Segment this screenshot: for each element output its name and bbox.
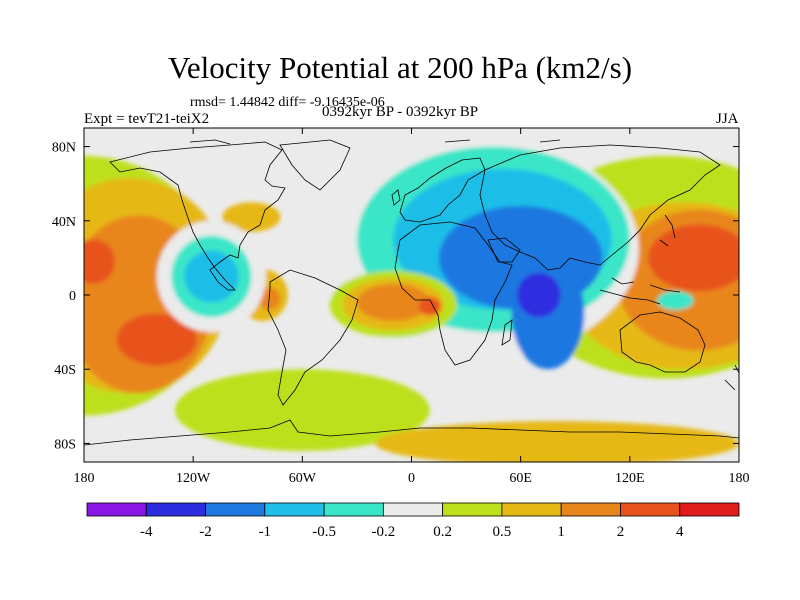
coastline-arctic-islands [189, 139, 561, 145]
contour-region-26 [174, 369, 430, 451]
colorbar-label: -4 [140, 524, 153, 540]
plot-title: Velocity Potential at 200 hPa (km2/s) [167, 50, 633, 85]
coastlines [84, 139, 739, 446]
coastline-greenland [279, 139, 351, 191]
colorbar-swatch [620, 502, 681, 517]
coastline-north-america [109, 141, 286, 291]
colorbar-swatch [382, 502, 444, 517]
colorbar-swatch [323, 502, 384, 517]
coastline-uk [391, 189, 401, 206]
contour-region-7 [84, 239, 115, 284]
colorbar-label: 0.5 [493, 524, 512, 540]
colorbar-label: -0.5 [312, 524, 336, 540]
contour-region-3 [648, 224, 739, 292]
colorbar-label: 0.2 [433, 524, 452, 540]
contour-region-8 [116, 313, 197, 366]
coastline-asia [479, 144, 721, 271]
coastline-south-america [267, 269, 359, 406]
coastline-australia [619, 311, 706, 373]
coastline-africa [394, 221, 513, 366]
x-tick-label: 0 [408, 471, 415, 486]
x-tick-label: 60E [509, 471, 532, 486]
x-tick-label: 180 [729, 471, 750, 486]
y-tick-label: 80N [52, 141, 76, 156]
y-tick-label: 80S [54, 437, 76, 452]
rmsd-diff-stats: rmsd= 1.44842 diff= -9.16435e-06 [190, 95, 385, 110]
colorbar-swatch [501, 502, 562, 517]
period-label: 0392kyr BP - 0392kyr BP [322, 104, 479, 120]
x-tick-label: 120W [176, 471, 211, 486]
colorbar-label: -2 [199, 524, 212, 540]
coastline-madagascar [501, 319, 513, 346]
coastline-japan [659, 214, 676, 247]
colorbar-label: 1 [557, 524, 565, 540]
contour-region-25 [657, 291, 694, 310]
season-label: JJA [716, 111, 739, 127]
colorbar-label: -1 [259, 524, 272, 540]
contour-field [84, 128, 739, 462]
colorbar-swatch [145, 502, 206, 517]
coastline-antarctica [84, 419, 739, 446]
colorbar-swatch [560, 502, 621, 517]
y-axis: 80N 40N 0 40S 80S [52, 141, 739, 452]
contour-region-27 [375, 421, 739, 462]
coastline-arabia [487, 237, 521, 263]
contour-region-24 [418, 296, 441, 316]
colorbar-label: 2 [617, 524, 625, 540]
colorbar-label: 4 [676, 524, 684, 540]
contour-region-14 [184, 250, 239, 303]
contour-region-20 [517, 272, 561, 318]
x-tick-label: 60W [289, 471, 317, 486]
coastline-new-zealand [724, 364, 739, 391]
contour-region-10 [258, 287, 281, 310]
contour-region-23 [356, 283, 430, 321]
x-tick-label: 180 [74, 471, 95, 486]
colorbar-swatch [679, 502, 740, 517]
x-tick-label: 120E [615, 471, 645, 486]
colorbar: -4 -2 -1 -0.5 -0.2 0.2 0.5 1 2 4 [86, 502, 740, 540]
y-tick-label: 40S [54, 363, 76, 378]
colorbar-label: -0.2 [371, 524, 395, 540]
colorbar-swatch [264, 502, 325, 517]
experiment-label: Expt = tevT21-teiX2 [84, 111, 210, 127]
coastline-indonesia [599, 277, 681, 305]
colorbar-swatch [205, 502, 266, 517]
x-axis: 180 120W 60W 0 60E 120E 180 [74, 128, 750, 486]
colorbar-swatch [86, 502, 147, 517]
y-tick-label: 0 [69, 289, 76, 304]
colorbar-swatch [442, 502, 503, 517]
y-tick-label: 40N [52, 215, 76, 230]
